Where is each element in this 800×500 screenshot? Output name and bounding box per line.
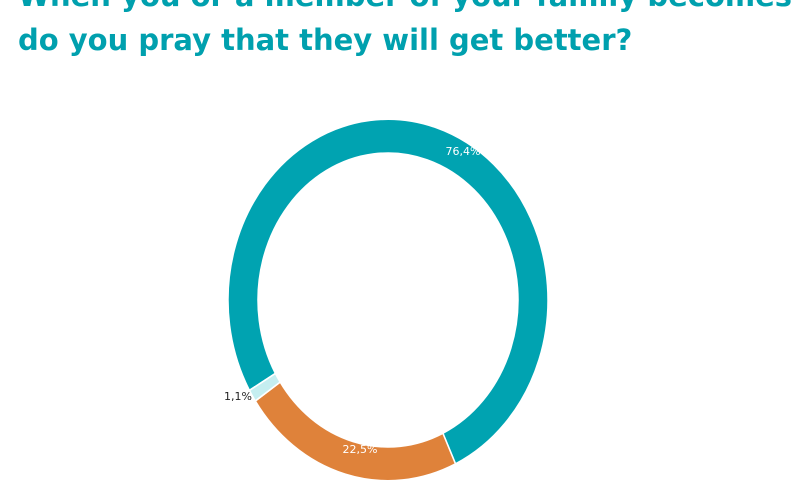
data-label: 22,5% (343, 443, 378, 456)
chart-title: do you pray that they will get better? (18, 23, 632, 57)
donut-segment (248, 372, 282, 403)
donut-segment (254, 380, 457, 482)
donut-segment (227, 118, 549, 466)
chart-title: When you or a member of your family beco… (18, 0, 800, 13)
donut (227, 118, 549, 482)
data-label: 76,4% (446, 145, 481, 158)
data-label: 1,1% (224, 390, 252, 403)
